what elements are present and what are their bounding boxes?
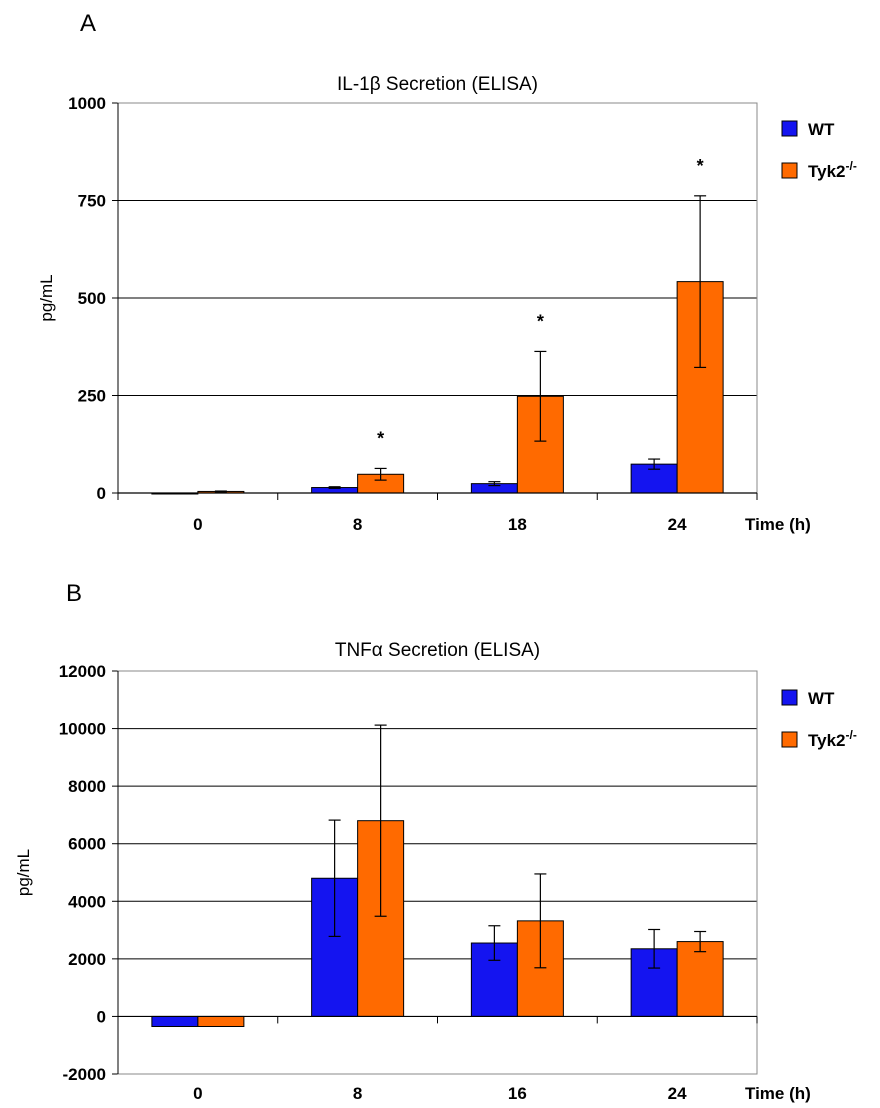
y-tick-label: 6000 [68,835,106,854]
legend-swatch-tyk2 [781,162,798,179]
legend-superscript: -/- [846,728,857,742]
category-label: 8 [353,1084,362,1103]
x-axis-label: Time (h) [745,1084,811,1103]
y-tick-label: 0 [97,1007,106,1026]
category-label: 0 [193,1084,202,1103]
panel-letter: B [66,580,82,607]
chart-title: TNFα Secretion (ELISA) [335,640,540,661]
y-tick-label: 4000 [68,892,106,911]
chart-title: IL-1β Secretion (ELISA) [337,74,538,95]
y-tick-label: 8000 [68,777,106,796]
legend-label: WT [808,689,835,708]
category-label: 8 [353,515,362,534]
panel-a-chart: A IL-1β Secretion (ELISA) 0 250 500 750 1000 0 8… [37,10,857,534]
category-label: 18 [508,515,527,534]
y-tick-label: 2000 [68,950,106,969]
bar-tyk2-24 [676,941,724,1017]
legend-label: Tyk2-/- [808,728,857,750]
category-label: 24 [668,515,687,534]
legend-swatch-tyk2 [781,731,798,748]
significance-asterisk: * [377,428,384,448]
y-axis-label: pg/mL [37,274,56,321]
legend-name: Tyk2 [808,731,846,750]
y-tick-label: 10000 [59,720,106,739]
panel-b-chart: B TNFα Secretion (ELISA) -2000 0 2000 4000 600… [14,580,857,1103]
x-axis-label: Time (h) [745,515,811,534]
bar-wt-0 [151,1015,199,1028]
legend-swatch-wt [781,120,798,137]
y-tick-label: -2000 [63,1065,106,1084]
legend-name: WT [808,120,835,139]
legend-label: Tyk2-/- [808,159,857,181]
legend-label: WT [808,120,835,139]
category-label: 16 [508,1084,527,1103]
legend-swatch-wt [781,689,798,706]
legend-name: Tyk2 [808,162,846,181]
category-label: 24 [668,1084,687,1103]
y-tick-label: 500 [78,289,106,308]
y-tick-label: 1000 [68,94,106,113]
y-axis-label: pg/mL [14,849,33,896]
legend-name: WT [808,689,835,708]
bar-tyk2-0 [197,1015,245,1028]
significance-asterisk: * [697,156,704,176]
y-tick-label: 12000 [59,662,106,681]
y-tick-label: 250 [78,387,106,406]
panel-letter: A [80,10,96,37]
significance-asterisk: * [537,311,544,331]
category-label: 0 [193,515,202,534]
y-tick-label: 0 [97,484,106,503]
legend-superscript: -/- [846,159,857,173]
y-tick-label: 750 [78,192,106,211]
